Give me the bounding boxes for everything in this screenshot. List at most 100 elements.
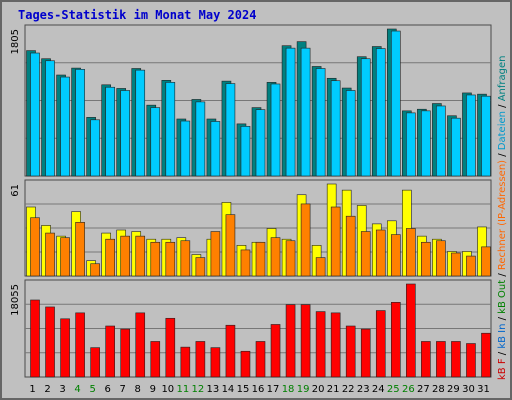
bar-hits-files-dateien-3 [60, 76, 70, 177]
chart-title: Tages-Statistik im Monat May 2024 [18, 8, 256, 22]
x-tick-label-5: 5 [89, 384, 95, 395]
bar-hits-files-dateien-10 [165, 82, 176, 177]
bar-hits-files-dateien-4 [75, 69, 85, 177]
legend-separator: / [497, 101, 508, 111]
x-tick-label-9: 9 [150, 384, 156, 395]
bar-sites-kbout-kbout-15 [240, 249, 251, 277]
bar-kbin-kbf-kbf-1 [30, 299, 40, 378]
bar-sites-kbout-kbout-17 [270, 237, 281, 277]
bar-kbin-kbf-kbf-9 [150, 341, 161, 378]
bar-sites-kbout-kbout-21 [330, 206, 341, 277]
x-tick-label-30: 30 [462, 384, 475, 395]
bar-hits-files-dateien-26 [406, 112, 416, 177]
legend-separator: / [497, 270, 508, 280]
bar-hits-files-dateien-28 [436, 105, 446, 177]
bar-hits-files-dateien-29 [451, 117, 461, 177]
bar-hits-files-dateien-15 [240, 126, 251, 177]
x-tick-label-25: 25 [387, 384, 400, 395]
x-tick-label-23: 23 [357, 384, 370, 395]
bar-kbin-kbf-kbf-22 [345, 325, 356, 378]
x-tick-label-6: 6 [104, 384, 110, 395]
bar-hits-files-dateien-1 [30, 52, 40, 177]
bar-hits-files-dateien-27 [421, 110, 431, 177]
bar-hits-files-dateien-30 [466, 94, 476, 177]
bar-sites-kbout-kbout-24 [375, 229, 386, 277]
bar-sites-kbout-kbout-28 [436, 240, 446, 277]
bar-sites-kbout-kbout-9 [150, 241, 161, 277]
bar-hits-files-dateien-22 [345, 90, 356, 177]
bar-sites-kbout-kbout-31 [481, 246, 491, 277]
bar-kbin-kbf-kbf-20 [315, 311, 326, 378]
bar-hits-files-dateien-2 [45, 60, 55, 177]
bar-kbin-kbf-kbf-21 [330, 312, 341, 378]
bar-sites-kbout-kbout-18 [285, 240, 296, 277]
x-tick-label-14: 14 [222, 384, 235, 395]
bar-sites-kbout-kbout-6 [105, 238, 115, 277]
x-tick-label-7: 7 [120, 384, 126, 395]
bar-kbin-kbf-kbf-25 [390, 302, 401, 378]
legend-separator: / [497, 349, 508, 359]
y-max-label-kbin-kbf: 18055 [10, 284, 21, 316]
bar-kbin-kbf-kbf-5 [90, 347, 100, 378]
bar-hits-files-dateien-11 [180, 120, 191, 177]
bar-hits-files-dateien-31 [481, 95, 491, 177]
bar-hits-files-dateien-8 [135, 69, 146, 177]
bar-kbin-kbf-kbf-2 [45, 306, 55, 378]
bar-hits-files-dateien-12 [195, 101, 206, 177]
x-tick-label-18: 18 [282, 384, 295, 395]
bar-sites-kbout-kbout-1 [30, 217, 40, 277]
bar-hits-files-dateien-6 [105, 86, 115, 177]
x-tick-label-20: 20 [312, 384, 325, 395]
bar-sites-kbout-kbout-8 [135, 235, 146, 277]
legend-separator: / [497, 150, 508, 160]
x-tick-label-10: 10 [161, 384, 174, 395]
bar-hits-files-dateien-20 [315, 68, 326, 177]
bar-kbin-kbf-kbf-16 [255, 341, 266, 378]
bar-kbin-kbf-kbf-23 [360, 328, 371, 378]
x-tick-label-26: 26 [402, 384, 415, 395]
bar-hits-files-dateien-5 [90, 119, 100, 177]
bar-kbin-kbf-kbf-13 [210, 347, 221, 378]
bar-hits-files-dateien-24 [375, 48, 386, 177]
right-legend: kB F / kB In / kB Out / Rechner (IP-Adre… [497, 56, 508, 381]
x-tick-label-31: 31 [477, 384, 490, 395]
bar-kbin-kbf-kbf-10 [165, 317, 176, 378]
bar-hits-files-dateien-17 [270, 83, 281, 177]
y-max-label-hits-files: 1805 [10, 29, 21, 54]
bar-kbin-kbf-kbf-30 [466, 343, 476, 378]
bar-hits-files-dateien-14 [225, 83, 236, 177]
bar-sites-kbout-kbout-27 [421, 241, 431, 277]
bar-sites-kbout-kbout-19 [300, 203, 311, 277]
x-tick-label-3: 3 [59, 384, 65, 395]
x-tick-label-4: 4 [74, 384, 80, 395]
bar-sites-kbout-kbout-12 [195, 257, 206, 277]
x-tick-label-22: 22 [342, 384, 355, 395]
x-tick-label-28: 28 [432, 384, 445, 395]
bar-hits-files-dateien-7 [120, 90, 131, 177]
bar-kbin-kbf-kbf-8 [135, 312, 146, 378]
x-tick-label-13: 13 [207, 384, 220, 395]
bar-sites-kbout-kbout-25 [390, 234, 401, 277]
bar-kbin-kbf-kbf-26 [406, 283, 416, 378]
x-tick-label-21: 21 [327, 384, 340, 395]
bar-kbin-kbf-kbf-31 [481, 332, 491, 378]
bar-sites-kbout-kbout-4 [75, 222, 85, 277]
bar-sites-kbout-kbout-11 [180, 240, 191, 277]
bar-hits-files-dateien-19 [300, 47, 311, 177]
x-tick-label-16: 16 [252, 384, 265, 395]
bar-kbin-kbf-kbf-28 [436, 341, 446, 378]
bar-kbin-kbf-kbf-15 [240, 350, 251, 378]
bar-hits-files-dateien-9 [150, 107, 161, 177]
legend-entry: kB Out [497, 280, 508, 314]
bar-hits-files-dateien-13 [210, 121, 221, 177]
bar-kbin-kbf-kbf-11 [180, 346, 191, 378]
bar-kbin-kbf-kbf-14 [225, 324, 236, 378]
bar-hits-files-dateien-21 [330, 80, 341, 177]
bar-kbin-kbf-kbf-7 [120, 328, 131, 378]
y-max-label-sites-kbout: 61 [10, 184, 21, 197]
bar-sites-kbout-kbout-5 [90, 263, 100, 277]
bar-hits-files-dateien-23 [360, 58, 371, 177]
x-tick-label-27: 27 [417, 384, 430, 395]
bar-sites-kbout-kbout-3 [60, 237, 70, 277]
x-tick-label-2: 2 [44, 384, 50, 395]
